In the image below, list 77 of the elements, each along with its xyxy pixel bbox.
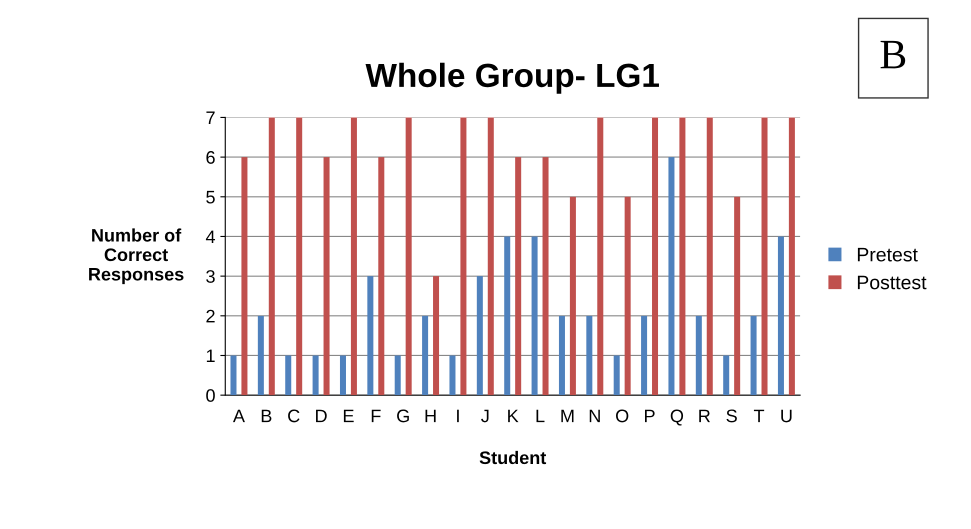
x-tick-label: G — [397, 410, 409, 422]
bar — [460, 117, 466, 396]
bar — [449, 355, 456, 396]
x-axis-title: Student — [480, 450, 546, 464]
bar — [230, 355, 236, 396]
bar — [723, 355, 730, 396]
y-tick-label: 3 — [206, 270, 215, 283]
bar — [406, 117, 412, 396]
x-tick-label: O — [616, 410, 628, 422]
bar — [734, 196, 740, 396]
bar — [324, 157, 330, 396]
bar — [476, 276, 483, 396]
bar — [597, 117, 604, 396]
x-tick-label: I — [457, 410, 459, 422]
x-tick-label: S — [726, 410, 737, 422]
x-tick-label: U — [781, 410, 792, 422]
bar — [433, 276, 440, 396]
bar — [515, 157, 522, 396]
y-tick-label: 5 — [206, 190, 215, 204]
bar — [668, 157, 674, 396]
x-tick-label: Q — [670, 410, 684, 426]
legend-label: Pretest — [858, 248, 918, 262]
bar — [367, 276, 374, 396]
x-tick-label: L — [536, 410, 544, 422]
bar — [241, 157, 248, 396]
x-tick-label: M — [561, 410, 574, 422]
bar — [679, 117, 686, 396]
x-tick-label: R — [699, 410, 710, 422]
bar — [762, 117, 768, 396]
bar — [788, 117, 795, 396]
y-tick-label: 4 — [206, 230, 216, 244]
x-tick-label: T — [754, 410, 764, 422]
y-axis-title: Number of Correct Responses — [89, 228, 184, 284]
bar — [696, 316, 702, 396]
bar — [586, 316, 592, 396]
bar — [268, 117, 275, 396]
x-tick-label: N — [590, 410, 600, 422]
bar — [312, 355, 319, 396]
text: B — [880, 40, 906, 68]
bar — [258, 316, 264, 396]
bar — [558, 316, 565, 396]
bar — [394, 355, 401, 396]
y-tick-label: 2 — [206, 310, 215, 322]
bar — [750, 316, 757, 396]
x-tick-label: E — [344, 410, 354, 422]
bar — [340, 355, 346, 396]
y-tick-label: 6 — [206, 151, 215, 164]
bar — [504, 236, 510, 396]
x-tick-label: C — [288, 410, 300, 422]
bar — [532, 236, 538, 396]
bar — [778, 236, 784, 396]
y-tick-label: 0 — [206, 389, 215, 402]
bar — [378, 157, 384, 396]
bar — [488, 117, 494, 396]
bar — [350, 117, 357, 396]
bar — [624, 196, 631, 396]
legend-label: Posttest — [858, 276, 926, 290]
bar — [706, 117, 713, 396]
bar — [542, 157, 549, 396]
bar — [422, 316, 428, 396]
y-tick-label: 1 — [206, 350, 215, 362]
x-tick-label: A — [232, 410, 245, 422]
x-tick-label: J — [481, 410, 488, 422]
y-tick-label: 7 — [206, 112, 215, 124]
chart-title: Whole Group- LG1 — [366, 62, 659, 94]
bar — [570, 196, 576, 396]
x-tick-label: F — [372, 410, 381, 422]
x-tick-label: D — [316, 410, 327, 422]
x-tick-label: H — [426, 410, 436, 422]
x-tick-label: K — [508, 410, 519, 422]
bar — [641, 316, 648, 396]
x-tick-label: B — [262, 410, 272, 422]
bar — [296, 117, 302, 396]
bar — [285, 355, 292, 396]
bar — [614, 355, 620, 396]
bar — [652, 117, 658, 396]
x-tick-label: P — [645, 410, 655, 422]
